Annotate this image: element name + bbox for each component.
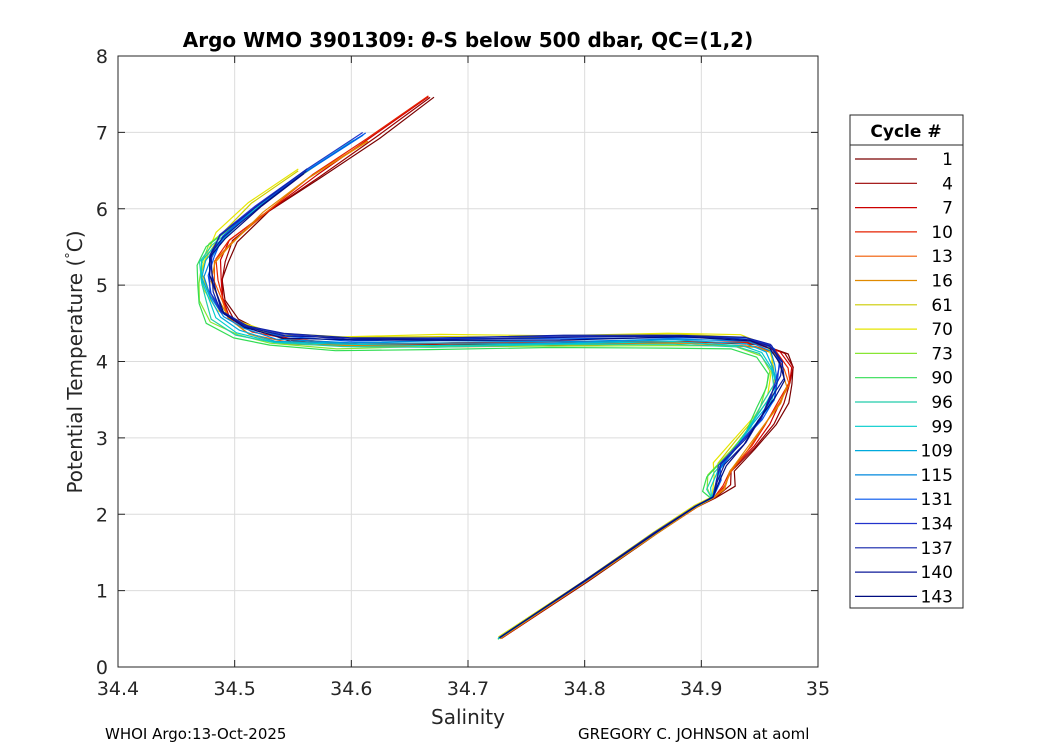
series-line-cycle-96 xyxy=(199,141,775,640)
legend-label: 90 xyxy=(931,369,953,389)
legend-label: 143 xyxy=(921,587,953,607)
legend-label: 140 xyxy=(921,563,953,583)
legend-label: 134 xyxy=(921,515,953,535)
x-tick-label: 34.8 xyxy=(564,678,606,700)
y-tick-label: 5 xyxy=(96,275,108,297)
legend-label: 10 xyxy=(931,223,953,243)
legend-label: 61 xyxy=(931,296,953,316)
y-axis-label-part: ° xyxy=(64,252,79,259)
text-part: θ xyxy=(421,28,435,52)
legend-label: 13 xyxy=(931,247,953,267)
y-tick-label: 0 xyxy=(96,657,108,679)
legend-title: Cycle # xyxy=(870,122,941,142)
y-tick-label: 4 xyxy=(96,352,108,374)
legend-label: 115 xyxy=(921,466,953,486)
series-line-cycle-143 xyxy=(209,173,786,639)
text-part: -S below 500 dbar, QC=(1,2) xyxy=(435,28,753,52)
legend-label: 70 xyxy=(931,320,953,340)
legend-label: 137 xyxy=(921,539,953,559)
legend: Cycle # 1 4 7 10 13 16 61 70 73 90 96 99 109 115 131 13… xyxy=(849,114,964,609)
y-tick-label: 3 xyxy=(96,428,108,450)
y-tick-labels: 0 1 2 3 4 5 6 7 8 xyxy=(96,46,108,679)
x-tick-label: 34.6 xyxy=(330,678,372,700)
x-tick-label: 34.5 xyxy=(214,678,256,700)
y-tick-label: 6 xyxy=(96,199,108,221)
y-tick-label: 7 xyxy=(96,122,108,144)
footer-author: GREGORY C. JOHNSON at aoml xyxy=(578,725,810,743)
footer-source-date: WHOI Argo:13-Oct-2025 xyxy=(105,725,287,743)
legend-box xyxy=(849,114,964,609)
y-axis-label-part: C) xyxy=(63,230,87,252)
series-line-cycle-16 xyxy=(210,140,788,640)
legend-label: 109 xyxy=(921,442,953,462)
series-line-cycle-99 xyxy=(200,139,778,639)
legend-label: 99 xyxy=(931,417,953,437)
legend-label: 7 xyxy=(942,199,953,219)
chart-title: Argo WMO 3901309: θ-S below 500 dbar, QC… xyxy=(183,28,753,52)
y-tick-label: 2 xyxy=(96,504,108,526)
series-line-cycle-10 xyxy=(215,95,791,639)
x-tick-label: 34.7 xyxy=(447,678,489,700)
x-tick-label: 34.9 xyxy=(680,678,722,700)
y-tick-label: 8 xyxy=(96,46,108,68)
data-curves xyxy=(196,95,794,640)
legend-label: 1 xyxy=(942,150,953,170)
x-tick-labels: 34.4 34.5 34.6 34.7 34.8 34.9 35 xyxy=(97,678,830,700)
legend-label: 96 xyxy=(931,393,953,413)
y-axis-label-part: Potential Temperature ( xyxy=(63,259,87,494)
series-line-cycle-90 xyxy=(196,180,769,640)
legend-label: 16 xyxy=(931,272,953,292)
x-axis-label: Salinity xyxy=(431,705,505,729)
axis-ticks xyxy=(117,55,819,668)
legend-entries: 1 4 7 10 13 16 61 70 73 90 96 99 109 115 131 134 137 140 1… xyxy=(855,150,953,607)
y-tick-label: 1 xyxy=(96,581,108,603)
series-line-cycle-109 xyxy=(201,136,778,639)
text-part: Argo WMO 3901309: xyxy=(183,28,422,52)
y-axis-label: Potential Temperature (°C) xyxy=(63,230,87,493)
legend-label: 73 xyxy=(931,344,953,364)
x-tick-label: 35 xyxy=(806,678,830,700)
legend-label: 4 xyxy=(942,174,953,194)
legend-label: 131 xyxy=(921,490,953,510)
x-tick-label: 34.4 xyxy=(97,678,139,700)
